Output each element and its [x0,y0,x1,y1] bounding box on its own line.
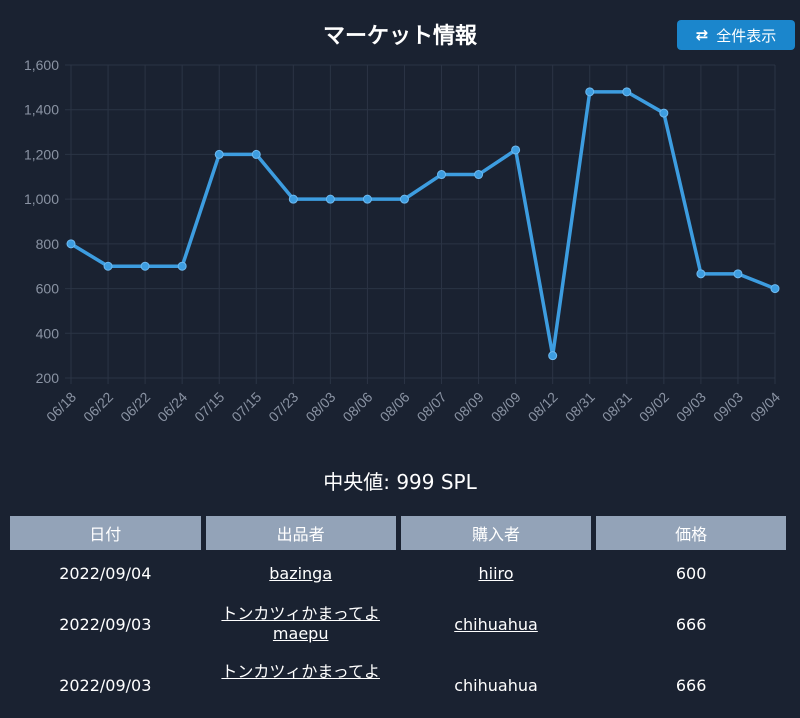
x-tick-label: 09/03 [673,389,709,425]
data-point [770,284,780,294]
header-date: 日付 [10,516,201,550]
x-tick-label: 06/22 [80,389,116,425]
data-point [140,261,150,271]
show-all-label: 全件表示 [716,26,777,45]
buyer-link[interactable]: chihuahua [454,675,538,695]
buyer-link[interactable]: chihuahua [454,614,538,634]
y-tick-label: 1,400 [24,102,59,118]
data-point [696,269,706,279]
data-point [622,87,632,97]
x-tick-label: 08/09 [451,389,487,425]
buyer-cell: chihuahua [401,652,591,718]
x-tick-label: 08/09 [488,389,524,425]
price-cell: 666 [675,614,707,634]
data-point [251,149,261,159]
x-tick-label: 08/31 [562,389,598,425]
data-point [214,149,224,159]
price-line [70,90,776,358]
data-point [288,194,298,204]
x-tick-label: 09/02 [636,389,672,425]
data-point [437,170,447,180]
data-point [399,194,409,204]
data-point [585,87,595,97]
x-tick-label: 08/06 [376,389,412,425]
buyer-cell: hiiro [401,550,591,596]
y-tick-label: 400 [36,325,60,341]
show-all-button[interactable]: ⇄ 全件表示 [677,20,795,50]
seller-cell: トンカツィかまってよ [206,652,396,718]
y-tick-label: 600 [36,281,60,297]
data-point [733,269,743,279]
swap-arrows-icon: ⇄ [695,26,709,44]
x-tick-label: 08/03 [302,389,338,425]
x-tick-label: 08/31 [599,389,635,425]
x-tick-label: 08/07 [414,389,450,425]
page-title: マーケット情報 [322,24,477,49]
seller-link[interactable]: トンカツィかまってよ [221,604,380,623]
x-tick-label: 06/24 [154,389,190,425]
seller-link[interactable]: maepu [272,624,329,643]
x-tick-label: 08/06 [339,389,375,425]
y-tick-label: 1,600 [24,57,59,73]
seller-cell: bazinga [206,550,396,596]
x-tick-label: 08/12 [525,389,561,425]
date-cell: 2022/09/03 [59,675,152,695]
y-tick-label: 200 [36,370,60,386]
data-point [362,194,372,204]
date-cell: 2022/09/03 [59,614,152,634]
x-tick-label: 06/18 [43,389,79,425]
x-tick-label: 09/03 [710,389,746,425]
seller-link[interactable]: トンカツィかまってよ [221,662,380,681]
date-cell: 2022/09/04 [59,563,152,583]
x-tick-label: 07/15 [228,389,264,425]
median-price: 中央値: 999 SPL [323,470,477,494]
table-row: 2022/09/03 トンカツィかまってよ chihuahua 666 [10,652,786,718]
header-price: 価格 [596,516,786,550]
table-row: 2022/09/03 トンカツィかまってよ maepu chihuahua 66… [10,596,786,652]
table-row: 2022/09/04 bazinga hiiro 600 [10,550,786,596]
x-tick-label: 09/04 [747,389,783,425]
x-tick-label: 06/22 [117,389,153,425]
data-point [474,170,484,180]
x-tick-label: 07/15 [191,389,227,425]
data-point [511,145,521,155]
y-tick-label: 800 [36,236,60,252]
price-cell: 600 [675,563,707,583]
buyer-link[interactable]: hiiro [478,563,514,583]
x-tick-label: 07/23 [265,389,301,425]
data-point [325,194,335,204]
price-cell: 666 [675,675,707,695]
seller-cell: トンカツィかまってよ maepu [206,596,396,652]
data-point [548,351,558,361]
header-buyer: 購入者 [400,516,592,550]
header-seller: 出品者 [205,516,396,550]
sales-table: 日付 出品者 購入者 価格 2022/09/04 bazinga hiiro 6… [5,516,791,718]
data-point [103,261,113,271]
y-tick-label: 1,200 [24,146,59,162]
data-point [177,261,187,271]
buyer-cell: chihuahua [401,596,591,652]
y-tick-label: 1,000 [24,191,59,207]
seller-link[interactable]: bazinga [269,563,333,583]
data-point [659,108,669,118]
data-point [66,239,76,249]
